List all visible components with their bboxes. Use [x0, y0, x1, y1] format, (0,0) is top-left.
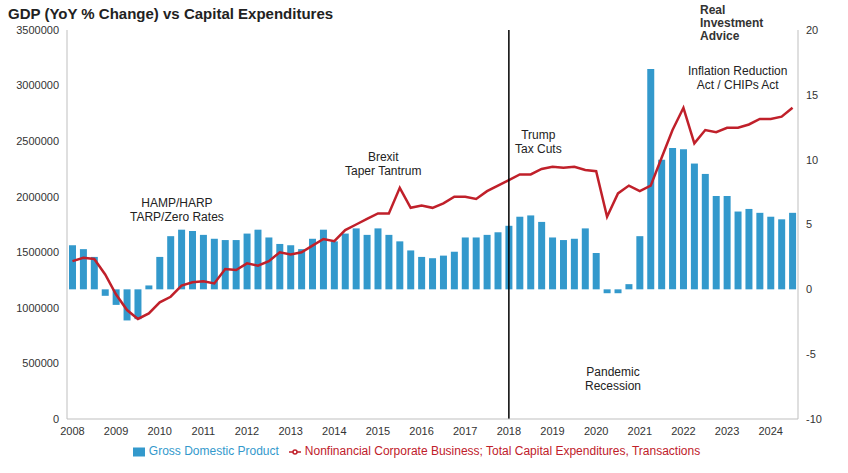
svg-text:2015: 2015	[366, 425, 390, 437]
html-text:Trump: Trump	[521, 128, 556, 142]
svg-text:2008: 2008	[60, 425, 84, 437]
svg-text:2021: 2021	[628, 425, 652, 437]
html-text:Act / CHIPs Act: Act / CHIPs Act	[696, 78, 779, 92]
svg-text:2017: 2017	[453, 425, 477, 437]
html-text:Taper Tantrum: Taper Tantrum	[345, 164, 422, 178]
svg-text:2500000: 2500000	[16, 135, 59, 147]
svg-text:2016: 2016	[409, 425, 433, 437]
html-text:Advice: Advice	[700, 29, 740, 43]
svg-text:-10: -10	[806, 413, 822, 425]
svg-text:2019: 2019	[540, 425, 564, 437]
svg-text:5: 5	[806, 218, 812, 230]
html-text:Recession: Recession	[585, 379, 641, 393]
html-text:Pandemic: Pandemic	[586, 365, 640, 379]
svg-text:2009: 2009	[104, 425, 128, 437]
svg-text:2024: 2024	[758, 425, 782, 437]
svg-text:2013: 2013	[278, 425, 302, 437]
svg-text:2018: 2018	[497, 425, 521, 437]
html-text:Gross Domestic Product: Gross Domestic Product	[148, 444, 279, 458]
svg-text:0: 0	[53, 413, 59, 425]
html-text:Nonfinancial Corporate Busines: Nonfinancial Corporate Business; Total C…	[304, 444, 701, 458]
html-text:Tax Cuts: Tax Cuts	[515, 142, 562, 156]
svg-text:3000000: 3000000	[16, 79, 59, 91]
svg-text:2020: 2020	[584, 425, 608, 437]
svg-text:2011: 2011	[192, 425, 216, 437]
svg-text:0: 0	[806, 283, 812, 295]
svg-text:20: 20	[806, 24, 818, 36]
svg-text:2022: 2022	[671, 425, 695, 437]
svg-text:15: 15	[806, 89, 818, 101]
html-text:HAMP/HARP: HAMP/HARP	[141, 196, 213, 210]
svg-text:2012: 2012	[235, 425, 259, 437]
svg-text:1000000: 1000000	[16, 302, 59, 314]
svg-text:1500000: 1500000	[16, 246, 59, 258]
html-text:Investment: Investment	[700, 16, 764, 30]
html-text:Brexit: Brexit	[367, 150, 399, 164]
html-text:GDP (YoY % Change) vs Capital: GDP (YoY % Change) vs Capital Expenditur…	[8, 5, 334, 22]
html-text:Real: Real	[700, 3, 726, 17]
svg-text:10: 10	[806, 154, 818, 166]
svg-text:2000000: 2000000	[16, 191, 59, 203]
svg-text:2023: 2023	[715, 425, 739, 437]
svg-text:2010: 2010	[147, 425, 171, 437]
svg-text:500000: 500000	[22, 357, 59, 369]
svg-text:-5: -5	[806, 348, 816, 360]
svg-text:2014: 2014	[322, 425, 346, 437]
html-text:Inflation Reduction: Inflation Reduction	[688, 64, 788, 78]
svg-text:3500000: 3500000	[16, 24, 59, 36]
html-text:TARP/Zero Rates: TARP/Zero Rates	[130, 210, 224, 224]
